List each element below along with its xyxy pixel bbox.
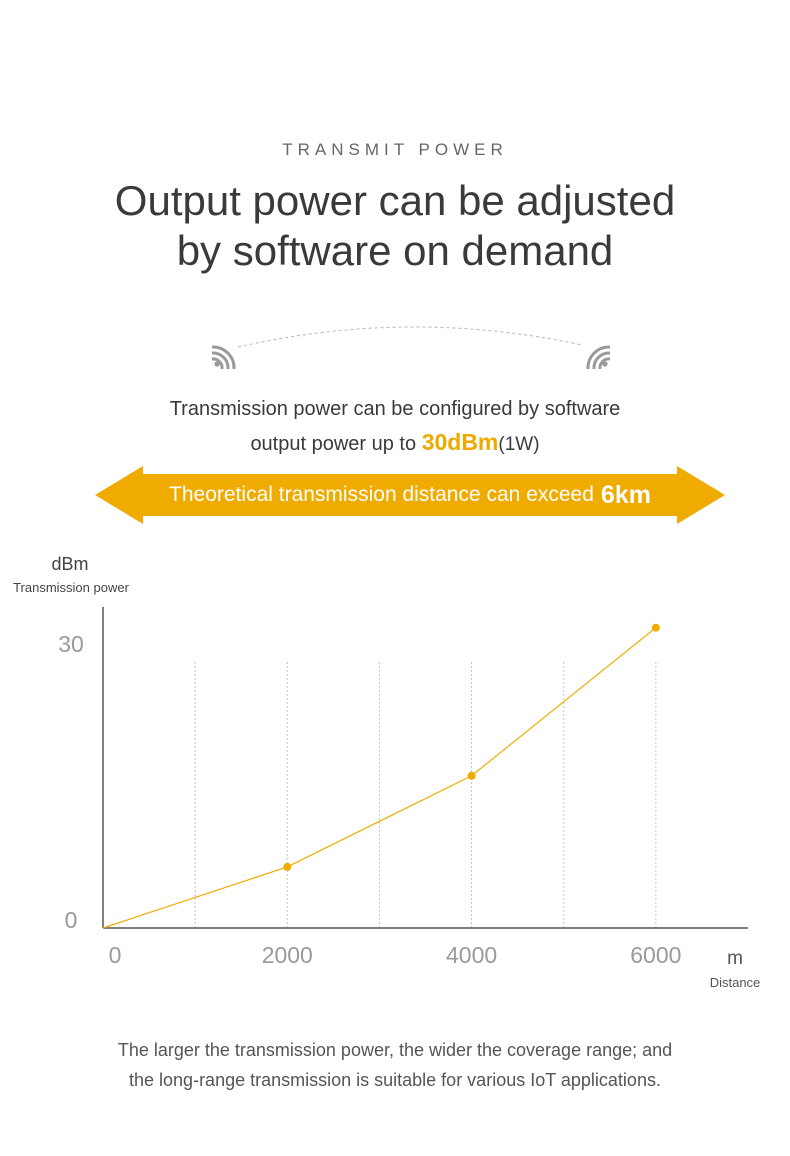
distance-banner-label: Theoretical transmission distance can ex… (169, 483, 594, 506)
series-line (102, 627, 657, 929)
data-point (467, 771, 476, 780)
page-title-line-2: by software on demand (176, 227, 614, 274)
footer-line-2: the long-range transmission is suitable … (129, 1070, 661, 1090)
x-tick-label: 6000 (630, 942, 681, 968)
data-point (651, 623, 660, 632)
distance-banner-value: 6km (600, 480, 651, 509)
power-description-line-1: Transmission power can be configured by … (169, 398, 621, 420)
power-description-line-2: output power up to 30dBm(1W) (0, 426, 790, 461)
max-power-value: 30dBm (421, 429, 499, 455)
x-axis-label: Distance (710, 975, 761, 990)
footer-line-1: The larger the transmission power, the w… (117, 1040, 673, 1060)
distance-arrow-banner (95, 466, 725, 524)
y-tick-label: 30 (58, 631, 84, 657)
x-tick-label: 4000 (446, 942, 497, 968)
wifi-signal-icon (586, 345, 611, 370)
data-point (283, 862, 292, 871)
signal-link-illustration (0, 318, 790, 380)
page-title-line-1: Output power can be adjusted (114, 177, 676, 224)
power-description: Transmission power can be configured by … (0, 393, 790, 461)
section-label: TRANSMIT POWER (282, 140, 508, 159)
x-axis-unit: m (727, 948, 743, 969)
x-tick-label: 0 (109, 942, 122, 968)
y-axis-label: Transmission power (13, 580, 130, 595)
distance-banner-text: Theoretical transmission distance can ex… (95, 466, 725, 524)
y-tick-label: 0 (65, 907, 78, 933)
footer-note: The larger the transmission power, the w… (0, 1035, 790, 1095)
page-title: Output power can be adjusted by software… (0, 176, 790, 276)
wifi-signal-icon (211, 345, 236, 370)
max-power-unit: (1W) (498, 434, 540, 455)
y-axis-unit: dBm (51, 554, 88, 574)
x-tick-label: 2000 (262, 942, 313, 968)
power-distance-chart: dBm Transmission power m Distance 0 2000 4… (13, 554, 761, 990)
power-description-prefix: output power up to (250, 433, 417, 455)
signal-arc (237, 326, 583, 348)
